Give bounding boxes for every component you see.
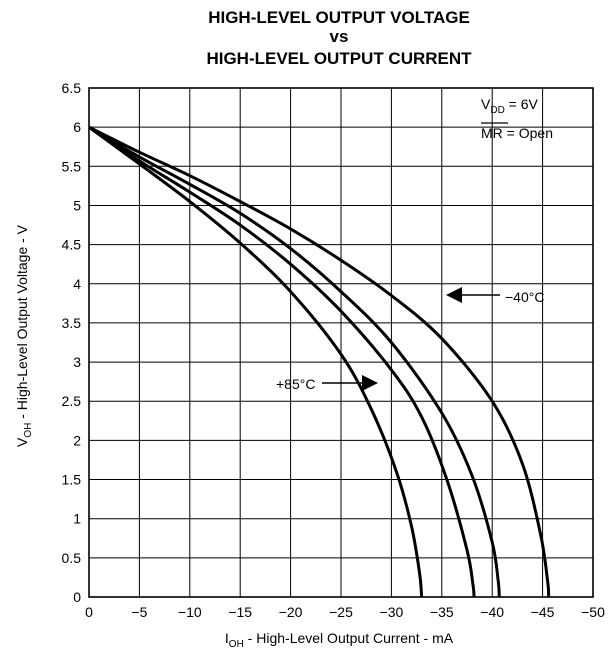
- plot-frame: [88, 87, 594, 598]
- x-tick-label: −50: [581, 604, 605, 620]
- y-tick-label: 5.5: [62, 158, 82, 174]
- y-tick-label: 6.5: [62, 80, 82, 96]
- x-tick-label: −10: [178, 604, 202, 620]
- x-tick-label: 0: [85, 604, 93, 620]
- x-tick-label: −30: [380, 604, 404, 620]
- y-tick-label: 4: [73, 276, 81, 292]
- x-tick-labels: 0 −5 −10 −15 −20 −25 −30 −35 −40 −45 −50: [85, 604, 605, 620]
- y-tick-label: 2.5: [62, 393, 82, 409]
- y-tick-label: 3.5: [62, 315, 82, 331]
- y-axis-label: VOH - High-Level Output Voltage - V: [14, 224, 34, 447]
- series-line-2: [88, 125, 501, 598]
- series-line-1: [88, 125, 551, 598]
- y-tick-label: 0: [73, 589, 81, 605]
- annotation-minus40-arrowhead: [446, 287, 462, 303]
- x-tick-label: −45: [531, 604, 555, 620]
- chart-title-line-2: vs: [330, 27, 349, 46]
- y-tick-label: 4.5: [62, 237, 82, 253]
- x-tick-label: −15: [228, 604, 252, 620]
- mr-condition: MR = Open: [481, 125, 553, 141]
- x-tick-label: −25: [329, 604, 353, 620]
- y-tick-label: 3: [73, 354, 81, 370]
- x-tick-label: −40: [480, 604, 504, 620]
- chart-title-line-1: HIGH-LEVEL OUTPUT VOLTAGE: [208, 8, 470, 27]
- y-tick-labels: 0 0.5 1 1.5 2 2.5 3 3.5 4 4.5 5 5.5 6 6.5: [62, 80, 82, 605]
- series-line-3: [88, 125, 476, 598]
- conditions-legend: VDD = 6V MR = Open: [481, 96, 553, 141]
- y-tick-label: 1: [73, 511, 81, 527]
- y-tick-label: 0.5: [62, 550, 82, 566]
- x-tick-label: −5: [131, 604, 147, 620]
- chart-title: HIGH-LEVEL OUTPUT VOLTAGE vs HIGH-LEVEL …: [206, 8, 472, 68]
- annotations: −40°C +85°C: [276, 287, 544, 392]
- chart-title-line-3: HIGH-LEVEL OUTPUT CURRENT: [206, 49, 472, 68]
- x-tick-label: −35: [430, 604, 454, 620]
- y-tick-label: 1.5: [62, 472, 82, 488]
- x-axis-label: IOH - High-Level Output Current - mA: [225, 630, 454, 650]
- series-line-4: [88, 125, 424, 598]
- annotation-minus40: −40°C: [505, 289, 544, 305]
- y-tick-label: 6: [73, 119, 81, 135]
- y-tick-label: 5: [73, 197, 81, 213]
- annotation-plus85: +85°C: [276, 376, 315, 392]
- vdd-condition: VDD = 6V: [481, 96, 539, 116]
- y-tick-label: 2: [73, 432, 81, 448]
- x-tick-label: −20: [279, 604, 303, 620]
- series-lines: [88, 125, 551, 598]
- annotation-plus85-arrowhead: [362, 375, 378, 391]
